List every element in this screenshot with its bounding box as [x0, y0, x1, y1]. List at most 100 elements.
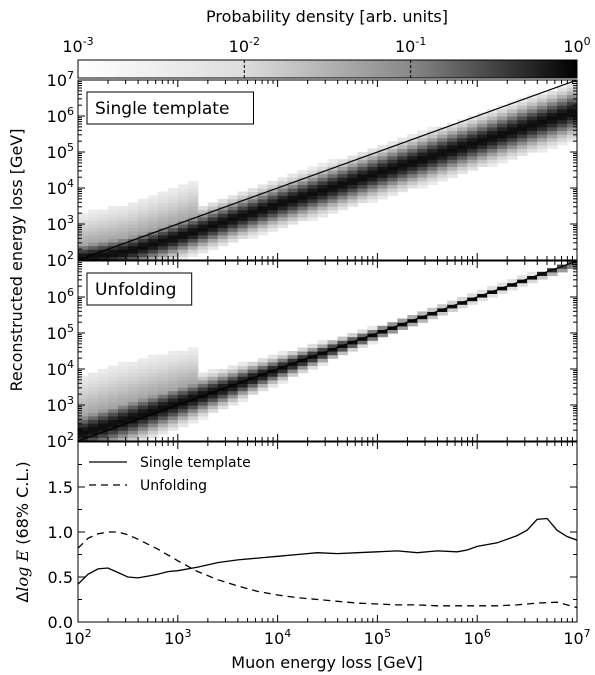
- heatmap-cell: [147, 361, 159, 366]
- heatmap-cell: [457, 134, 468, 139]
- heatmap-cell: [137, 358, 149, 363]
- heatmap-cell: [487, 134, 498, 139]
- heatmap-cell: [397, 188, 408, 193]
- heatmap-cell: [137, 202, 149, 207]
- heatmap-cell: [137, 394, 149, 399]
- heatmap-cell: [227, 369, 239, 374]
- heatmap-cell: [207, 224, 219, 229]
- heatmap-cell: [447, 166, 458, 171]
- heatmap-cell: [117, 430, 129, 435]
- heatmap-cell: [487, 159, 498, 164]
- heatmap-cell: [377, 170, 388, 175]
- heatmap-cell: [97, 437, 109, 441]
- heatmap-cell: [487, 123, 498, 128]
- heatmap-cell: [317, 361, 329, 366]
- heatmap-cell: [187, 180, 199, 185]
- heatmap-cell: [397, 155, 408, 160]
- heatmap-cell: [257, 220, 269, 225]
- heatmap-cell: [227, 372, 239, 377]
- heatmap-cell: [417, 141, 428, 146]
- heatmap-cell: [317, 358, 329, 363]
- heatmap-cell: [397, 159, 408, 164]
- heatmap-cell: [537, 94, 548, 99]
- heatmap-cell: [187, 376, 199, 381]
- heatmap-cell: [467, 162, 478, 167]
- heatmap-cell: [137, 405, 149, 410]
- heatmap-cell: [327, 159, 339, 164]
- heatmap-cell: [297, 369, 309, 374]
- heatmap-cell: [357, 184, 369, 189]
- panel-frame: [77, 79, 578, 261]
- heatmap-cell: [567, 130, 577, 135]
- heatmap-cell: [87, 249, 99, 254]
- heatmap-cell: [427, 166, 438, 171]
- heatmap-cell: [167, 415, 179, 420]
- heatmap-cell: [187, 227, 199, 232]
- heatmap-cell: [177, 369, 189, 374]
- heatmap-cell: [427, 180, 438, 185]
- heatmap-cell: [207, 408, 219, 413]
- heatmap-cell: [87, 394, 99, 399]
- heatmap-cell: [197, 415, 209, 420]
- heatmap-cell: [457, 304, 468, 309]
- heatmap-cell: [197, 206, 209, 211]
- heatmap-cell: [407, 159, 418, 164]
- heatmap-cell: [427, 177, 438, 182]
- heatmap-cell: [217, 369, 229, 374]
- heatmap-cell: [457, 166, 468, 171]
- heatmap-cell: [157, 202, 169, 207]
- heatmap-cell: [257, 224, 269, 229]
- heatmap-cell: [487, 144, 498, 149]
- heatmap-cell: [87, 376, 99, 381]
- heatmap-cell: [237, 231, 249, 236]
- heatmap-cell: [267, 376, 279, 381]
- upper-y-axis-label: Reconstructed energy loss [GeV]: [7, 129, 26, 392]
- heatmap-cell: [78, 249, 89, 254]
- heatmap-cell: [107, 234, 119, 239]
- heatmap-cell: [547, 90, 558, 95]
- heatmap-cell: [327, 343, 339, 348]
- heatmap-cell: [437, 152, 448, 157]
- heatmap-cell: [497, 152, 508, 157]
- heatmap-cell: [167, 202, 179, 207]
- heatmap-cell: [247, 188, 259, 193]
- heatmap-cell: [267, 202, 279, 207]
- heatmap-cell: [197, 242, 209, 247]
- heatmap-cell: [537, 137, 548, 142]
- heatmap-cell: [417, 137, 428, 142]
- heatmap-cell: [107, 227, 119, 232]
- heatmap-cell: [147, 354, 159, 359]
- heatmap-cell: [527, 279, 538, 284]
- heatmap-cell: [217, 216, 229, 221]
- heatmap-cell: [147, 430, 159, 435]
- heatmap-cell: [257, 216, 269, 221]
- heatmap-cell: [337, 195, 349, 200]
- heatmap-cell: [167, 198, 179, 203]
- heatmap-cell: [237, 372, 249, 377]
- heatmap-cell: [157, 372, 169, 377]
- heatmap-cell: [317, 198, 329, 203]
- heatmap-cell: [227, 198, 239, 203]
- heatmap-cell: [457, 162, 468, 167]
- heatmap-cell: [117, 412, 129, 417]
- heatmap-cell: [367, 173, 378, 178]
- heatmap-cell: [147, 423, 159, 428]
- heatmap-cell: [257, 202, 269, 207]
- heatmap-cell: [347, 347, 359, 352]
- heatmap-cell: [207, 220, 219, 225]
- heatmap-cell: [297, 170, 309, 175]
- heatmap-cell: [307, 198, 319, 203]
- heatmap-cell: [247, 365, 259, 370]
- heatmap-cell: [257, 227, 269, 232]
- heatmap-cell: [187, 412, 199, 417]
- heatmap-cell: [78, 433, 89, 438]
- heatmap-cell: [337, 336, 349, 341]
- heatmap-cell: [127, 256, 139, 260]
- heatmap-cell: [467, 152, 478, 157]
- heatmap-cell: [277, 361, 289, 366]
- heatmap-cell: [167, 188, 179, 193]
- heatmap-cell: [187, 390, 199, 395]
- heatmap-cell: [377, 188, 388, 193]
- heatmap-cell: [517, 152, 528, 157]
- heatmap-cell: [167, 401, 179, 406]
